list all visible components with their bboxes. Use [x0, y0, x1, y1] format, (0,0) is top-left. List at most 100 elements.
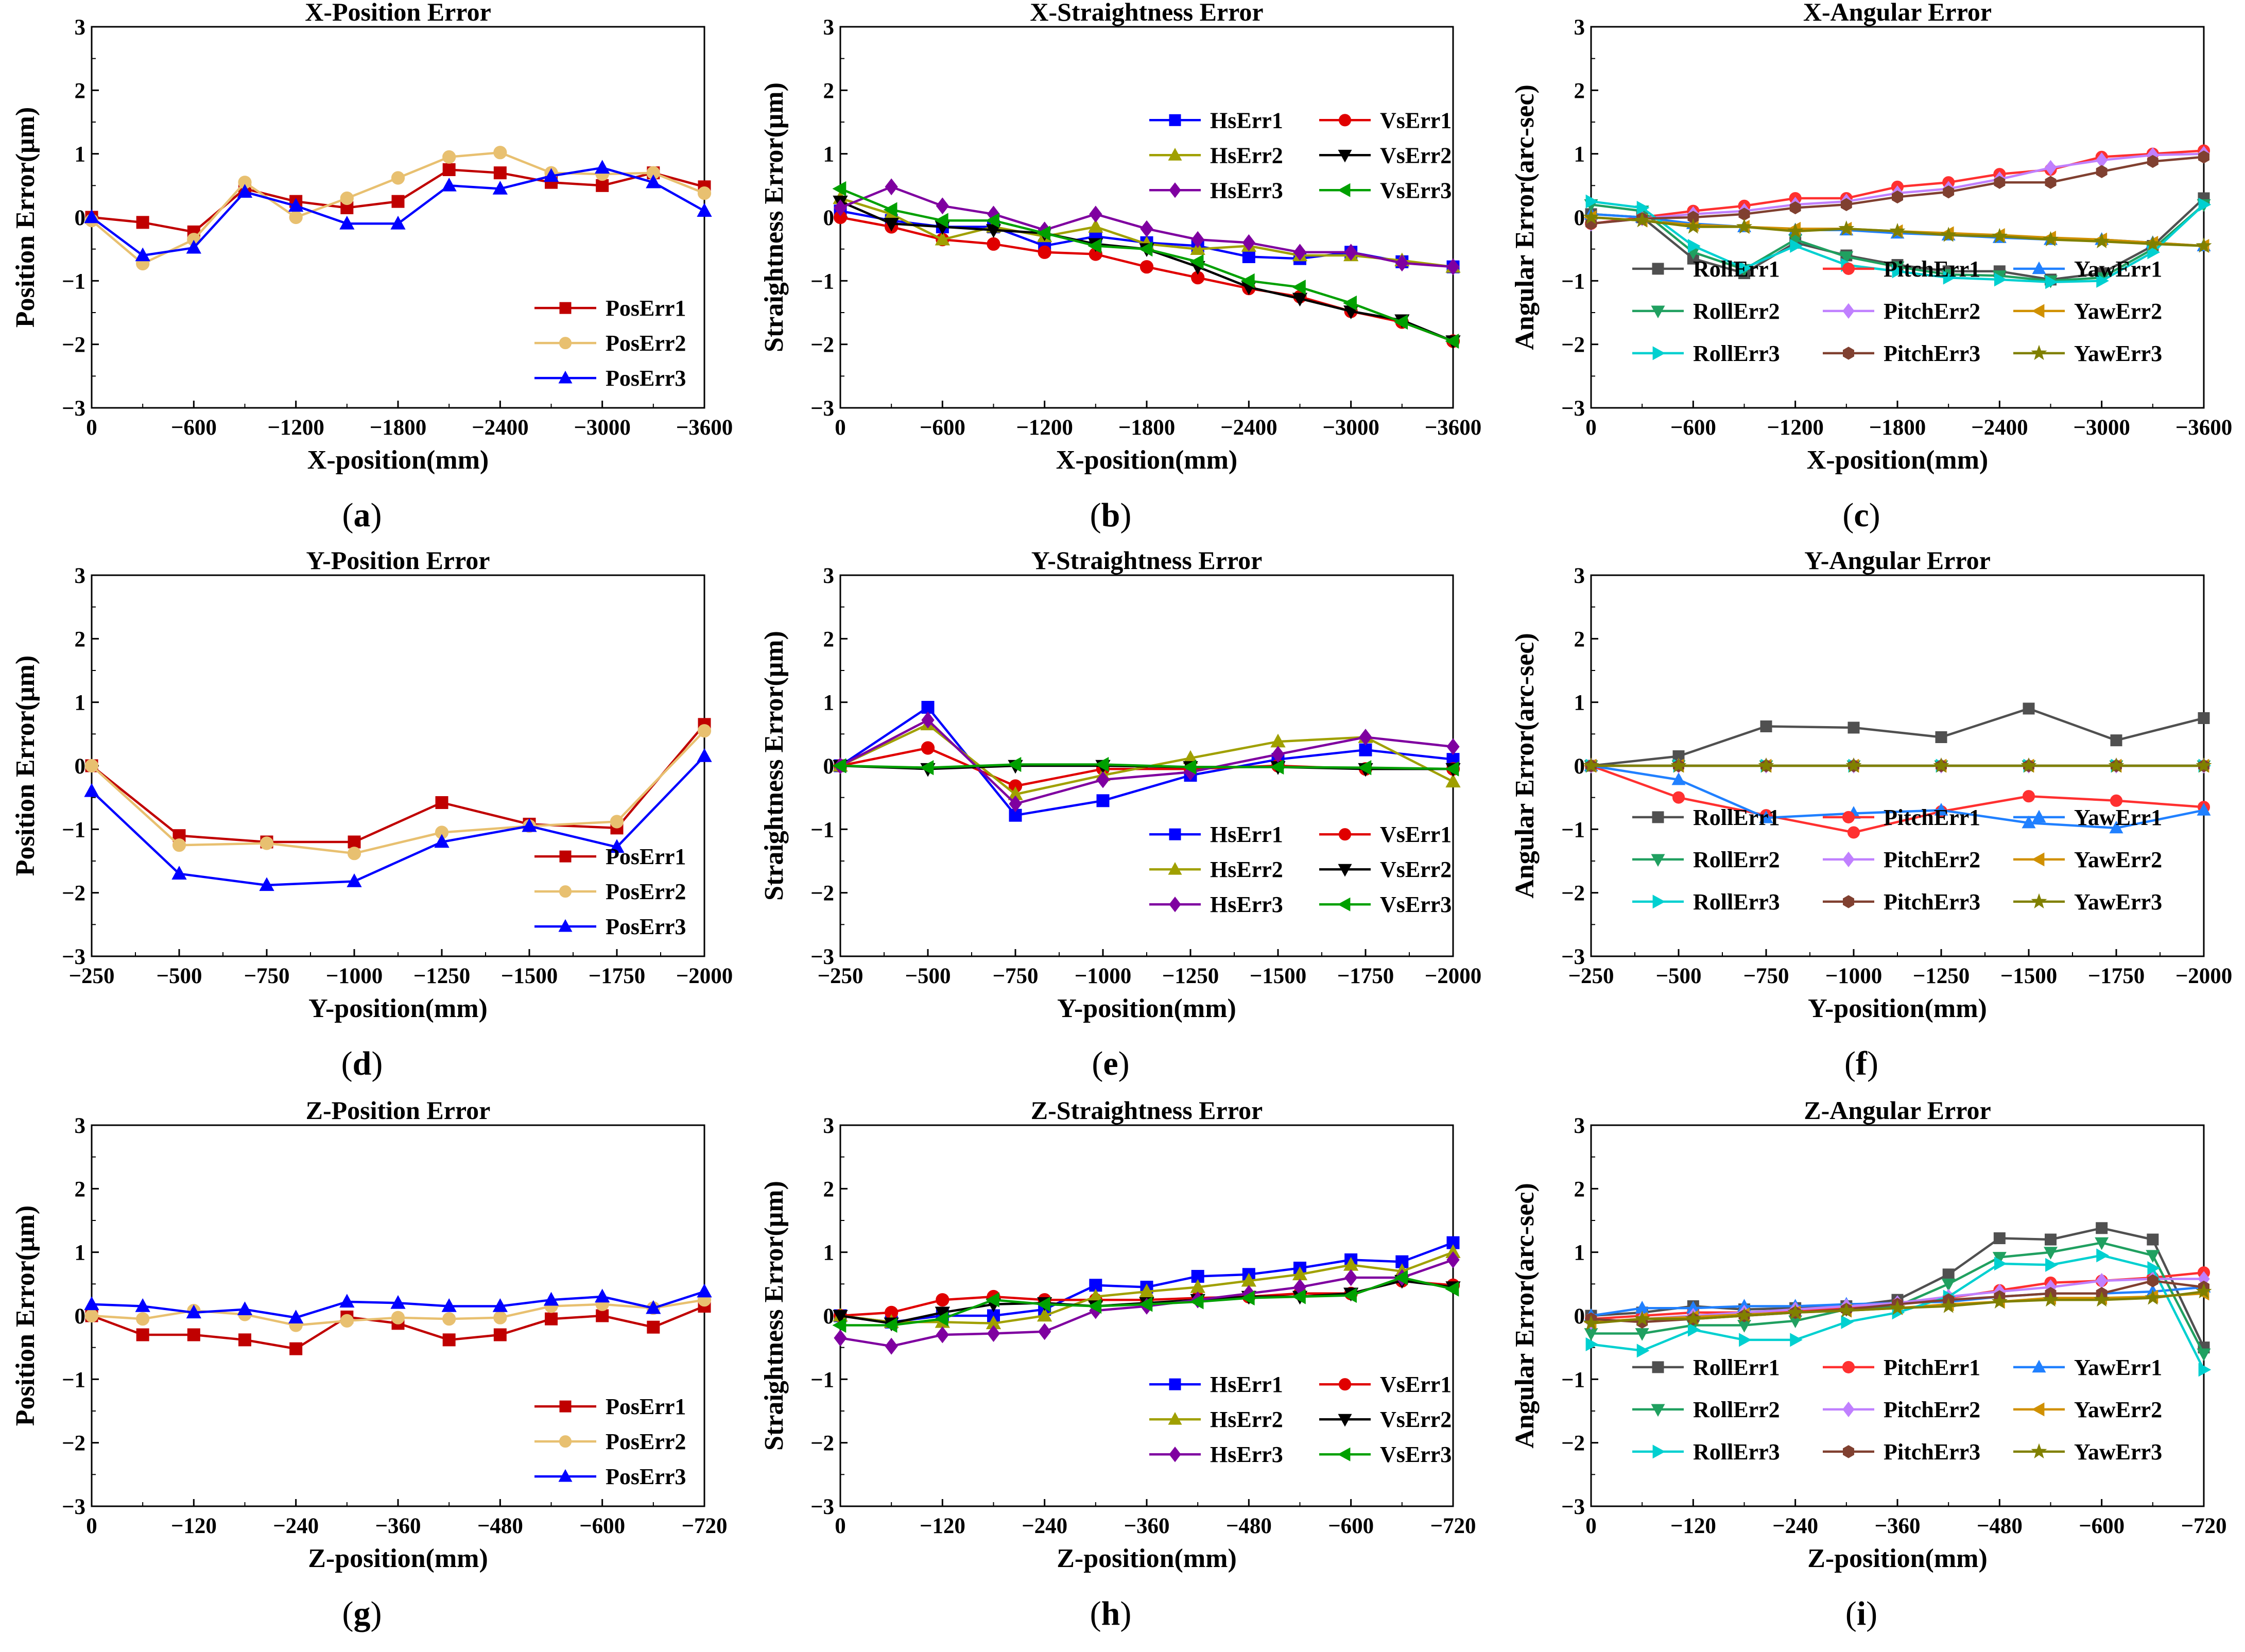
data-point-PosErr3	[595, 160, 610, 174]
data-point-HsErr3	[921, 711, 935, 729]
data-point-VsErr1	[936, 1293, 949, 1307]
legend-label-PitchErr1: PitchErr1	[1884, 1355, 1980, 1380]
data-point-HsErr3	[834, 199, 847, 216]
legend-label-VsErr3: VsErr3	[1380, 892, 1452, 917]
data-point-RollErr1	[2198, 712, 2210, 724]
y-tick-label: 0	[823, 754, 835, 779]
data-point-PosErr3	[288, 198, 304, 212]
x-tick-label: −1250	[1162, 964, 1219, 988]
data-point-PitchErr1	[1847, 826, 1860, 839]
data-point-YawErr3	[1634, 1310, 1650, 1326]
data-point-PitchErr1	[2022, 790, 2035, 803]
data-point-PosErr1	[442, 163, 456, 176]
legend: HsErr1 VsErr1 HsErr2 VsErr2 HsErr3 VsErr3	[1149, 1372, 1452, 1467]
chart-title: X-Position Error	[305, 0, 491, 26]
legend-label-HsErr2: HsErr2	[1210, 143, 1283, 168]
legend-marker-YawErr2	[2031, 304, 2045, 318]
x-tick-label: −1200	[267, 416, 324, 440]
data-point-YawErr3	[1838, 220, 1855, 236]
data-point-PosErr3	[646, 1300, 661, 1314]
data-point-VsErr3	[832, 181, 847, 197]
y-tick-label: 3	[1574, 15, 1585, 40]
legend-marker-VsErr2	[1338, 1414, 1352, 1427]
y-axis-label: Position Error(μm)	[11, 107, 40, 328]
data-point-PosErr3	[543, 1292, 559, 1306]
y-tick-label: 3	[823, 564, 835, 588]
y-tick-label: −3	[810, 397, 834, 421]
legend-label-RollErr2: RollErr2	[1693, 299, 1780, 324]
x-tick-label: −750	[244, 964, 289, 988]
data-point-PosErr3	[339, 1294, 355, 1308]
x-tick-label: 0	[835, 1514, 846, 1538]
data-point-RollErr3	[2096, 273, 2109, 288]
data-point-PosErr3	[697, 748, 712, 762]
legend-label-YawErr3: YawErr3	[2074, 889, 2162, 915]
legend-label-RollErr3: RollErr3	[1693, 889, 1780, 915]
x-tick-label: −240	[1772, 1514, 1818, 1538]
data-point-RollErr3	[1841, 1315, 1854, 1329]
legend-label-HsErr1: HsErr1	[1210, 1372, 1283, 1397]
data-point-HsErr3	[1293, 244, 1307, 261]
x-tick-label: −360	[375, 1514, 421, 1538]
data-point-YawErr3	[1889, 1299, 1906, 1315]
data-point-VsErr1	[1139, 260, 1154, 274]
y-tick-label: −1	[62, 818, 85, 842]
data-point-RollErr3	[1687, 1322, 1701, 1337]
x-tick-label: −1750	[1337, 964, 1394, 988]
x-tick-label: −3600	[676, 416, 733, 440]
legend-label-HsErr3: HsErr3	[1210, 1442, 1283, 1467]
data-point-PosErr1	[187, 1328, 200, 1341]
y-tick-label: −2	[1561, 333, 1585, 357]
data-point-PosErr3	[259, 877, 274, 891]
legend-label-PitchErr3: PitchErr3	[1884, 1439, 1980, 1465]
legend-marker-VsErr3	[1337, 1447, 1351, 1461]
x-tick-label: −1200	[1016, 416, 1073, 440]
data-point-YawErr1	[2022, 815, 2036, 829]
data-point-VsErr3	[1138, 1297, 1153, 1312]
legend-marker-PitchErr3	[1843, 1445, 1854, 1458]
legend-marker-HsErr1	[1169, 1378, 1181, 1390]
chart-h: Z-Straightness Error −3 −2 −1 0 1 2 3 0 −120 −240 −…	[759, 1096, 1476, 1632]
legend: PosErr1 PosErr2 PosErr3	[534, 1394, 686, 1489]
data-point-YawErr3	[1634, 212, 1650, 228]
data-point-RollErr3	[1636, 201, 1650, 215]
y-tick-label: 3	[1574, 1114, 1585, 1138]
data-point-HsErr3	[834, 1329, 847, 1347]
legend-marker-PitchErr1	[1842, 811, 1855, 823]
data-point-RollErr2	[1941, 1278, 1956, 1292]
data-point-HsErr3	[936, 197, 949, 215]
data-point-HsErr3	[1446, 738, 1460, 755]
data-point-RollErr1	[1935, 731, 1947, 743]
legend-label-VsErr1: VsErr1	[1380, 108, 1452, 133]
data-point-YawErr3	[1940, 1298, 1957, 1313]
legend-label-PosErr1: PosErr1	[606, 1394, 686, 1419]
x-tick-label: −2400	[1220, 416, 1277, 440]
legend-marker-HsErr3	[1169, 897, 1181, 913]
x-tick-label: −720	[1430, 1514, 1476, 1538]
data-point-PitchErr3	[1789, 201, 1801, 215]
data-point-HsErr3	[1096, 771, 1110, 788]
legend-marker-PosErr3	[558, 1469, 573, 1482]
panel-caption: (g)	[342, 1595, 382, 1632]
x-tick-label: −600	[920, 416, 965, 440]
data-point-RollErr2	[2044, 1247, 2058, 1260]
x-tick-label: −600	[2079, 1514, 2125, 1538]
data-point-PosErr1	[596, 1309, 609, 1322]
legend-marker-YawErr2	[2031, 1402, 2045, 1417]
data-point-PosErr3	[697, 203, 712, 217]
data-point-HsErr3	[1089, 205, 1102, 223]
y-tick-label: −2	[810, 882, 834, 906]
data-point-YawErr1	[1671, 772, 1686, 785]
chart-title: X-Straightness Error	[1030, 0, 1263, 26]
data-point-VsErr3	[1445, 761, 1459, 777]
legend-marker-YawErr2	[2031, 852, 2045, 867]
legend-marker-HsErr3	[1169, 1447, 1181, 1462]
legend-marker-PosErr3	[558, 370, 573, 384]
data-point-RollErr3	[1687, 239, 1701, 253]
y-tick-label: 0	[1574, 1304, 1585, 1329]
data-point-PosErr3	[84, 1296, 99, 1311]
legend-marker-VsErr1	[1338, 1378, 1352, 1391]
y-tick-label: 0	[1574, 754, 1585, 779]
data-point-PosErr2	[442, 1312, 456, 1326]
data-point-HsErr3	[1344, 244, 1358, 261]
